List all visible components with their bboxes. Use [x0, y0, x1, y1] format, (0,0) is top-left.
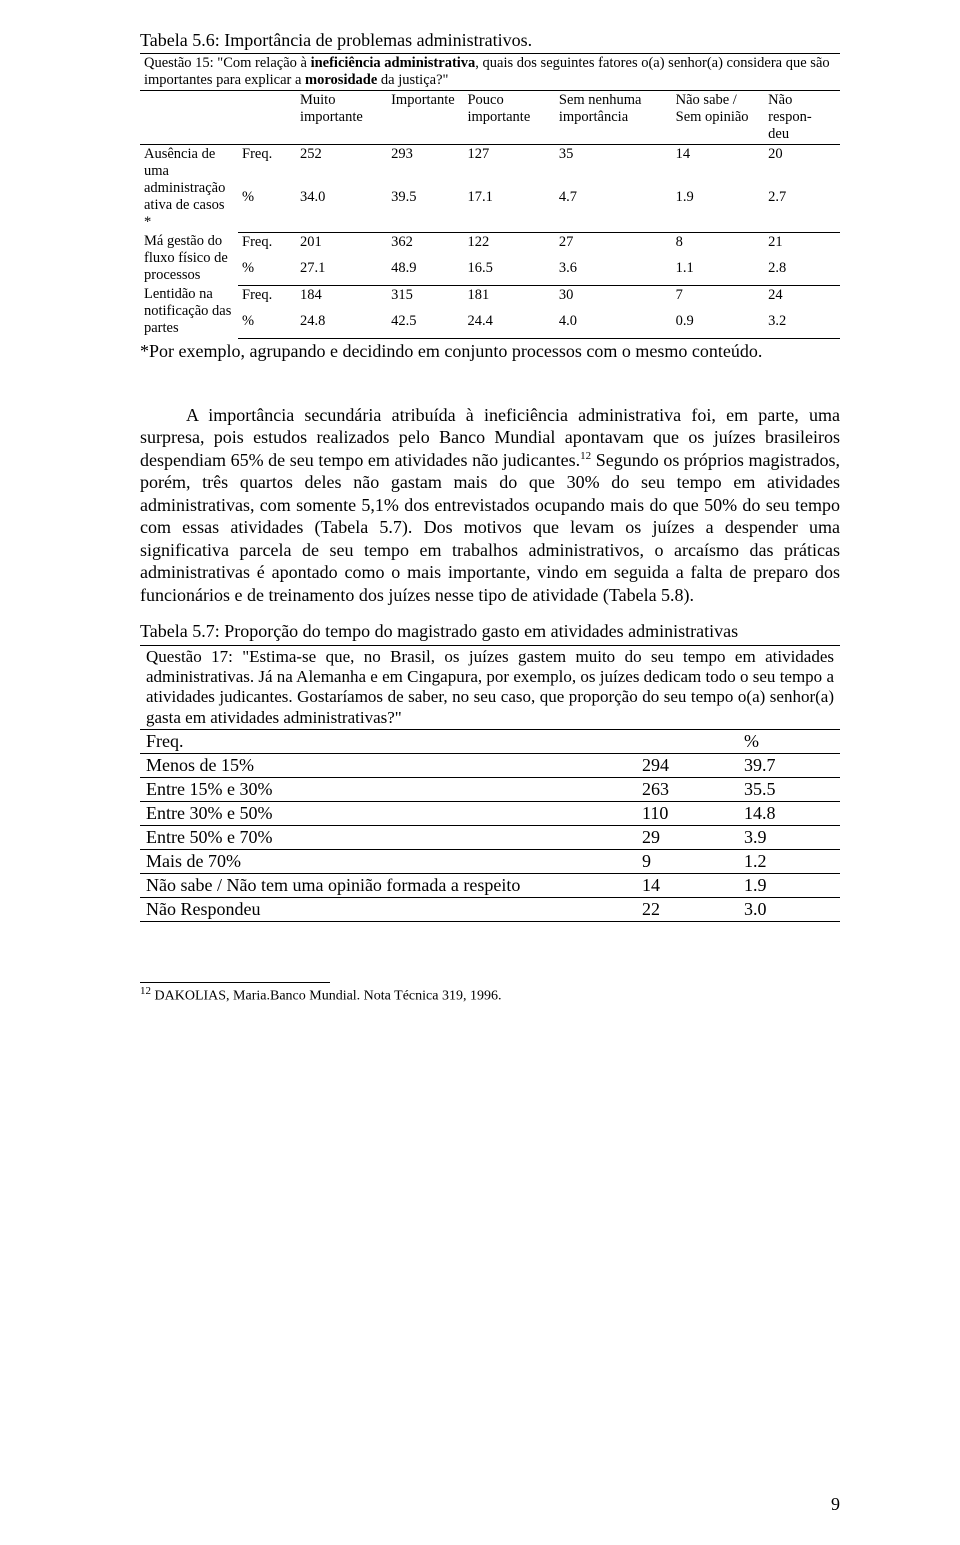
table-cell: 1.2 [738, 850, 840, 874]
body-para-b: Segundo os próprios magistrados, porém, … [140, 450, 840, 605]
table56-freq-label: Freq. [238, 232, 296, 259]
table-cell: 4.7 [555, 188, 672, 232]
table57-row-label: Não Respondeu [140, 898, 636, 922]
table-cell: 24 [764, 285, 840, 312]
table56: Questão 15: "Com relação à ineficiência … [140, 53, 840, 339]
table-cell: 8 [672, 232, 765, 259]
table56-hdr-c6: Não respon- deu [764, 91, 840, 145]
table-cell: 27 [555, 232, 672, 259]
table-cell: 20 [764, 145, 840, 189]
body-paragraph: A importância secundária atribuída à ine… [140, 404, 840, 607]
table57-hdr-pct: % [738, 730, 840, 754]
table56-hdr-c3: Pouco importante [463, 91, 554, 145]
table-cell: 3.9 [738, 826, 840, 850]
table56-footnote: *Por exemplo, agrupando e decidindo em c… [140, 341, 840, 362]
table-cell: 1.1 [672, 259, 765, 286]
table-cell: 1.9 [672, 188, 765, 232]
table56-question: Questão 15: "Com relação à ineficiência … [140, 54, 840, 91]
table-cell: 362 [387, 232, 463, 259]
footnote-rule [140, 982, 330, 983]
table56-hdr-c4: Sem nenhuma importância [555, 91, 672, 145]
table57-title: Tabela 5.7: Proporção do tempo do magist… [140, 620, 840, 643]
table-cell: 0.9 [672, 312, 765, 339]
table-cell: 39.7 [738, 754, 840, 778]
table-cell: 14 [672, 145, 765, 189]
table-cell: 22 [636, 898, 738, 922]
table-cell: 315 [387, 285, 463, 312]
table56-row-label: Lentidão na notificação das partes [140, 285, 238, 338]
table-cell: 39.5 [387, 188, 463, 232]
table57-row-label: Menos de 15% [140, 754, 636, 778]
table-cell: 2.7 [764, 188, 840, 232]
page-number: 9 [831, 1494, 840, 1515]
page: Tabela 5.6: Importância de problemas adm… [0, 0, 960, 1545]
table56-pct-label: % [238, 312, 296, 339]
table-cell: 14.8 [738, 802, 840, 826]
table56-hdr-c1: Muito importante [296, 91, 387, 145]
table56-hdr-c2: Importante [387, 91, 463, 145]
footnote-12: 12 DAKOLIAS, Maria.Banco Mundial. Nota T… [140, 985, 840, 1005]
table57-row-label: Não sabe / Não tem uma opinião formada a… [140, 874, 636, 898]
table57-row-label: Entre 30% e 50% [140, 802, 636, 826]
table-cell: 21 [764, 232, 840, 259]
table-cell: 184 [296, 285, 387, 312]
table56-row-label: Ausência de uma administração ativa de c… [140, 145, 238, 233]
table-cell: 263 [636, 778, 738, 802]
table56-pct-label: % [238, 259, 296, 286]
table-cell: 27.1 [296, 259, 387, 286]
table-cell: 48.9 [387, 259, 463, 286]
table-cell: 24.8 [296, 312, 387, 339]
table57-row-label: Entre 50% e 70% [140, 826, 636, 850]
table-cell: 29 [636, 826, 738, 850]
table-cell: 30 [555, 285, 672, 312]
table-cell: 42.5 [387, 312, 463, 339]
table-cell: 7 [672, 285, 765, 312]
table-cell: 122 [463, 232, 554, 259]
table-cell: 3.0 [738, 898, 840, 922]
table56-title: Tabela 5.6: Importância de problemas adm… [140, 30, 840, 51]
table-cell: 127 [463, 145, 554, 189]
table-cell: 110 [636, 802, 738, 826]
table56-freq-label: Freq. [238, 285, 296, 312]
table-cell: 3.2 [764, 312, 840, 339]
table-cell: 34.0 [296, 188, 387, 232]
table57-row-label: Entre 15% e 30% [140, 778, 636, 802]
table-cell: 16.5 [463, 259, 554, 286]
table-cell: 3.6 [555, 259, 672, 286]
table-cell: 35 [555, 145, 672, 189]
table57-question: Questão 17: "Estima-se que, no Brasil, o… [140, 645, 840, 730]
table57-hdr-freq: Freq. [140, 730, 636, 754]
table-cell: 293 [387, 145, 463, 189]
footnote-ref-12: 12 [580, 450, 591, 462]
table56-row-label: Má gestão do fluxo físico de processos [140, 232, 238, 285]
table-cell: 9 [636, 850, 738, 874]
table-cell: 2.8 [764, 259, 840, 286]
table-cell: 181 [463, 285, 554, 312]
table-cell: 294 [636, 754, 738, 778]
table-cell: 14 [636, 874, 738, 898]
table57: Questão 17: "Estima-se que, no Brasil, o… [140, 645, 840, 923]
table-cell: 17.1 [463, 188, 554, 232]
table-cell: 1.9 [738, 874, 840, 898]
table-cell: 35.5 [738, 778, 840, 802]
table-cell: 4.0 [555, 312, 672, 339]
footnote-text: DAKOLIAS, Maria.Banco Mundial. Nota Técn… [151, 989, 501, 1004]
table56-freq-label: Freq. [238, 145, 296, 189]
table-cell: 252 [296, 145, 387, 189]
footnote-sup: 12 [140, 985, 151, 997]
table57-row-label: Mais de 70% [140, 850, 636, 874]
table-cell: 201 [296, 232, 387, 259]
table56-pct-label: % [238, 188, 296, 232]
table-cell: 24.4 [463, 312, 554, 339]
table56-hdr-c5: Não sabe / Sem opinião [672, 91, 765, 145]
